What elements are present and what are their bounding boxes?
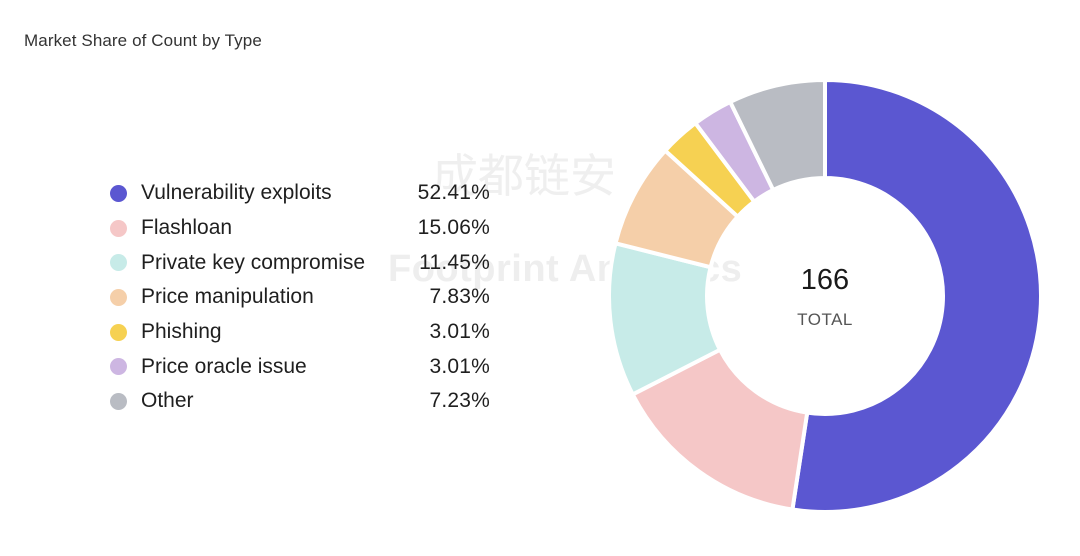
- legend-item[interactable]: Vulnerability exploits 52.41%: [110, 176, 490, 211]
- chart-title: Market Share of Count by Type: [24, 31, 262, 50]
- donut-slice-vulnerability-exploits[interactable]: [790, 78, 1043, 514]
- donut-center-label: TOTAL: [797, 310, 853, 329]
- legend-percentage: 15.06%: [417, 216, 490, 240]
- legend-label: Other: [141, 389, 194, 413]
- legend-label: Price oracle issue: [141, 354, 307, 378]
- donut-slice-other[interactable]: [728, 78, 827, 192]
- legend-swatch: [110, 219, 127, 237]
- legend-percentage: 52.41%: [417, 181, 490, 205]
- legend-label: Phishing: [141, 320, 222, 344]
- legend-percentage: 7.23%: [429, 389, 490, 413]
- legend-item[interactable]: Phishing 3.01%: [110, 315, 490, 350]
- legend-percentage: 7.83%: [429, 285, 490, 309]
- legend-swatch: [110, 392, 127, 410]
- legend-swatch: [110, 254, 127, 272]
- chart-legend: Vulnerability exploits 52.41% Flashloan 15.…: [110, 176, 490, 419]
- legend-swatch: [110, 184, 127, 202]
- legend-percentage: 3.01%: [429, 320, 490, 344]
- legend-item[interactable]: Flashloan 15.06%: [110, 211, 490, 246]
- legend-label: Flashloan: [141, 216, 233, 240]
- legend-label: Price manipulation: [141, 285, 314, 309]
- legend-percentage: 3.01%: [429, 354, 490, 378]
- legend-swatch: [110, 323, 127, 341]
- legend-item[interactable]: Price oracle issue 3.01%: [110, 349, 490, 384]
- legend-swatch: [110, 358, 127, 376]
- legend-item[interactable]: Private key compromise 11.45%: [110, 245, 490, 280]
- donut-center-value: 166: [800, 264, 850, 296]
- legend-item[interactable]: Other 7.23%: [110, 384, 490, 419]
- legend-item[interactable]: Price manipulation 7.83%: [110, 280, 490, 315]
- legend-label: Private key compromise: [141, 250, 366, 274]
- legend-label: Vulnerability exploits: [141, 181, 332, 205]
- legend-percentage: 11.45%: [419, 250, 490, 274]
- legend-swatch: [110, 288, 127, 306]
